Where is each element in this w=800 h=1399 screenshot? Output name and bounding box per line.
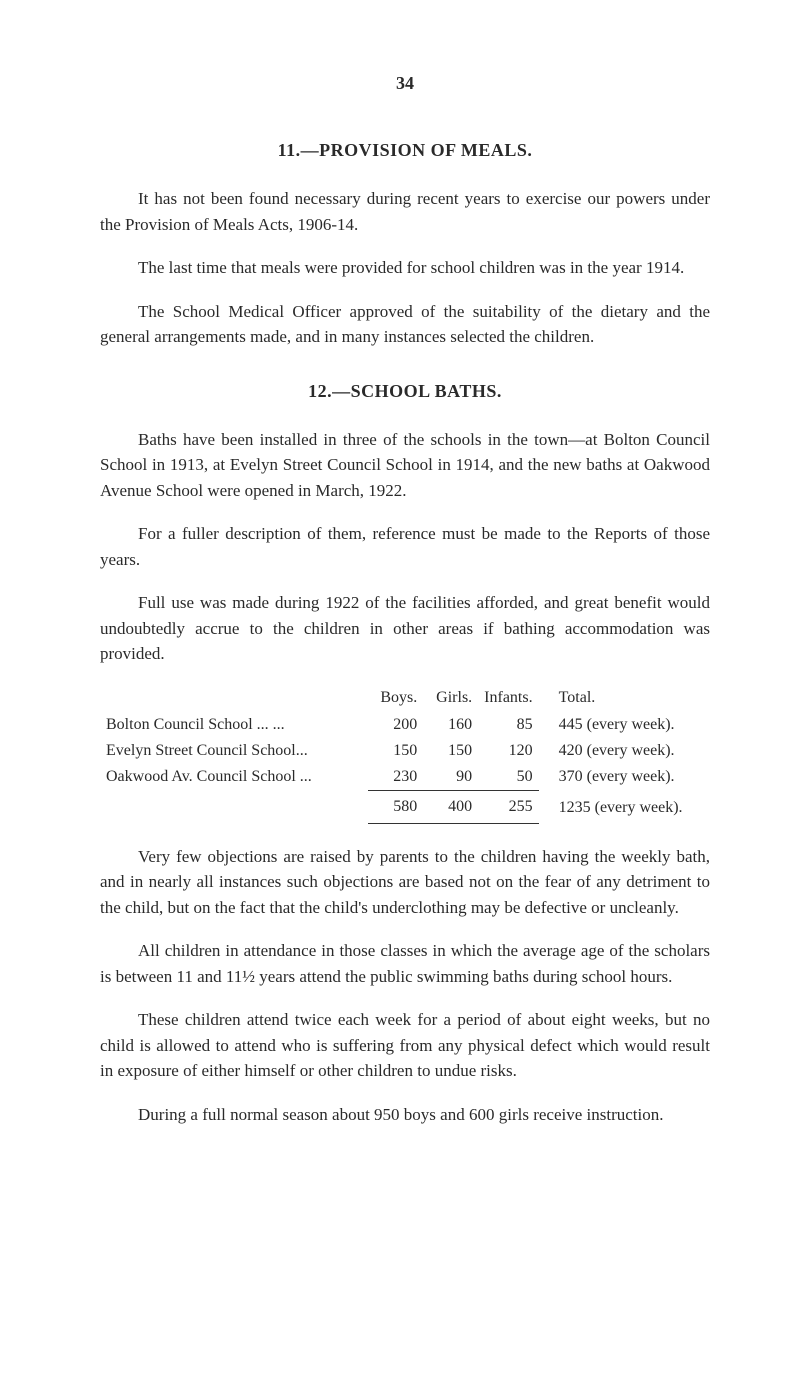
section-11-title: 11.—PROVISION OF MEALS. [100, 137, 710, 164]
table-row: Bolton Council School ... ... 200 160 85… [100, 712, 710, 738]
table-header-boys: Boys. [368, 685, 423, 712]
table-cell-girls: 150 [423, 738, 478, 764]
section-12-para-2: For a fuller description of them, refere… [100, 521, 710, 572]
table-cell-note: 445 (every week). [539, 712, 710, 738]
page-number: 34 [100, 70, 710, 97]
table-cell-boys: 150 [368, 738, 423, 764]
section-12-title: 12.—SCHOOL BATHS. [100, 378, 710, 405]
table-total-row: 580 400 255 1235 (every week). [100, 790, 710, 823]
section-11-para-3: The School Medical Officer approved of t… [100, 299, 710, 350]
table-header-total: Total. [539, 685, 710, 712]
baths-table: Boys. Girls. Infants. Total. Bolton Coun… [100, 685, 710, 824]
table-total-infants: 255 [478, 790, 538, 823]
table-total-girls: 400 [423, 790, 478, 823]
table-cell-infants: 120 [478, 738, 538, 764]
table-cell-boys: 230 [368, 764, 423, 791]
section-12-para-7: During a full normal season about 950 bo… [100, 1102, 710, 1128]
table-cell-label: Evelyn Street Council School... [100, 738, 368, 764]
table-cell-note: 420 (every week). [539, 738, 710, 764]
table-cell-note: 370 (every week). [539, 764, 710, 791]
table-total-boys: 580 [368, 790, 423, 823]
table-header-girls: Girls. [423, 685, 478, 712]
table-header-blank [100, 685, 368, 712]
section-11-para-2: The last time that meals were provided f… [100, 255, 710, 281]
section-12-para-3: Full use was made during 1922 of the fac… [100, 590, 710, 667]
section-12-para-4: Very few objections are raised by parent… [100, 844, 710, 921]
page-container: 34 11.—PROVISION OF MEALS. It has not be… [0, 0, 800, 1205]
table-cell-label: Bolton Council School ... ... [100, 712, 368, 738]
table-cell-label: Oakwood Av. Council School ... [100, 764, 368, 791]
table-total-blank [100, 790, 368, 823]
table-cell-girls: 160 [423, 712, 478, 738]
table-cell-infants: 85 [478, 712, 538, 738]
section-12-para-1: Baths have been installed in three of th… [100, 427, 710, 504]
table-header-row: Boys. Girls. Infants. Total. [100, 685, 710, 712]
table-header-infants: Infants. [478, 685, 538, 712]
section-12-para-6: These children attend twice each week fo… [100, 1007, 710, 1084]
table-total-note: 1235 (every week). [539, 790, 710, 823]
table-row: Evelyn Street Council School... 150 150 … [100, 738, 710, 764]
section-11-para-1: It has not been found necessary during r… [100, 186, 710, 237]
table-cell-infants: 50 [478, 764, 538, 791]
table-row: Oakwood Av. Council School ... 230 90 50… [100, 764, 710, 791]
table-cell-girls: 90 [423, 764, 478, 791]
section-12-para-5: All children in attendance in those clas… [100, 938, 710, 989]
table-cell-boys: 200 [368, 712, 423, 738]
